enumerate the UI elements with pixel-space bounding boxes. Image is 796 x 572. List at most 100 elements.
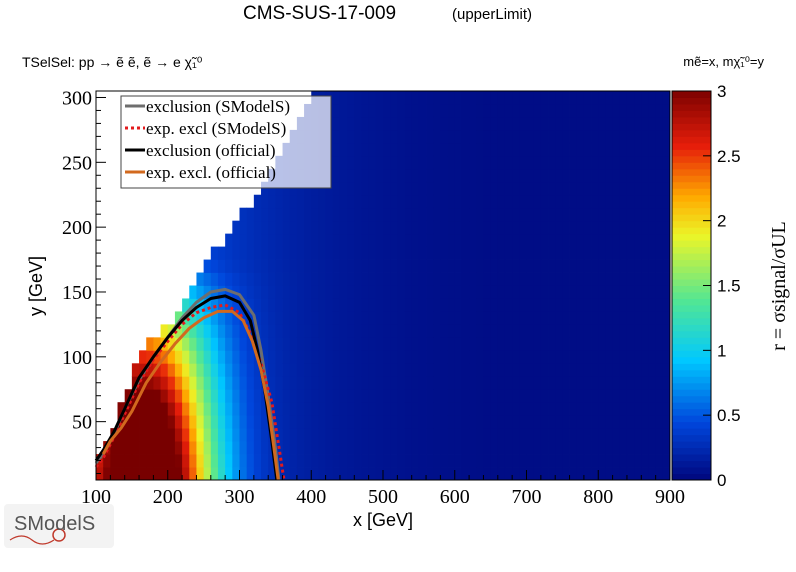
heatmap-cell [189,389,197,403]
heatmap-cell [275,376,283,390]
heatmap-cell [361,311,370,325]
heatmap-cell [203,428,212,442]
heatmap-cell [655,181,664,196]
x-tick-label: 500 [368,486,398,508]
heatmap-cell [576,298,585,312]
heatmap-cell [591,337,599,351]
heatmap-cell [483,272,492,286]
heatmap-cell [354,285,362,299]
heatmap-cell [318,337,326,351]
heatmap-cell [354,168,362,183]
heatmap-cell [497,337,506,351]
heatmap-cell [440,272,448,286]
heatmap-cell [411,220,420,235]
heatmap-cell [210,441,219,455]
heatmap-cell [426,415,434,429]
heatmap-cell [605,467,613,481]
z-tick-label: 1 [717,341,726,360]
heatmap-cell [447,155,456,170]
heatmap-cell [174,415,183,429]
heatmap-cell [540,272,549,286]
heatmap-cell [261,324,269,338]
heatmap-cell [598,103,606,118]
heatmap-cell [390,272,398,286]
heatmap-cell [662,285,671,299]
heatmap-cell [426,324,434,338]
heatmap-cell [232,246,240,260]
heatmap-cell [598,142,606,157]
heatmap-cell [397,181,405,196]
heatmap-cell [311,402,319,416]
color-bar-band [672,454,711,462]
x-tick-label: 600 [440,486,470,508]
heatmap-cell [275,389,283,403]
heatmap-cell [189,311,197,325]
heatmap-cell [131,363,140,377]
heatmap-cell [598,298,606,312]
heatmap-cell [347,272,355,286]
y-axis-title: y [GeV] [26,256,46,316]
heatmap-cell [526,389,535,403]
heatmap-cell [397,194,405,209]
heatmap-cell [375,285,384,299]
heatmap-cell [332,194,341,209]
heatmap-cell [246,298,255,312]
heatmap-cell [461,207,470,222]
heatmap-cell [261,467,269,481]
heatmap-cell [583,207,592,222]
heatmap-cell [519,402,527,416]
heatmap-cell [253,272,262,286]
heatmap-cell [634,91,642,105]
heatmap-cell [375,350,384,364]
heatmap-cell [383,207,391,222]
heatmap-cell [641,298,649,312]
heatmap-cell [174,324,183,338]
heatmap-cell [497,116,506,131]
heatmap-cell [519,428,527,442]
heatmap-cell [296,311,305,325]
heatmap-cell [555,181,563,196]
heatmap-cell [641,129,649,144]
heatmap-cell [390,363,398,377]
heatmap-cell [512,389,520,403]
heatmap-cell [304,428,312,442]
heatmap-cell [612,363,621,377]
heatmap-cell [555,363,563,377]
heatmap-cell [404,441,413,455]
heatmap-cell [461,376,470,390]
heatmap-cell [512,285,520,299]
heatmap-cell [246,441,255,455]
heatmap-cell [282,246,291,260]
heatmap-cell [440,181,448,196]
heatmap-cell [655,337,664,351]
heatmap-cell [605,116,613,131]
heatmap-cell [619,91,628,105]
heatmap-cell [325,441,334,455]
heatmap-cell [354,142,362,157]
heatmap-cell [504,454,513,468]
heatmap-cell [153,454,161,468]
heatmap-cell [196,415,205,429]
heatmap-cell [404,324,413,338]
heatmap-cell [397,350,405,364]
heatmap-cell [390,428,398,442]
heatmap-cell [612,337,621,351]
heatmap-cell [167,376,176,390]
heatmap-cell [562,142,570,157]
heatmap-cell [325,363,334,377]
heatmap-cell [591,129,599,144]
heatmap-cell [619,441,628,455]
color-bar-band [672,194,711,202]
heatmap-cell [576,311,585,325]
heatmap-cell [210,298,219,312]
heatmap-cell [555,298,563,312]
heatmap-cell [296,441,305,455]
heatmap-cell [641,415,649,429]
x-tick-label: 900 [655,486,685,508]
heatmap-cell [153,376,161,390]
heatmap-cell [605,246,613,260]
heatmap-cell [289,441,298,455]
heatmap-cell [383,91,391,105]
heatmap-cell [225,350,233,364]
heatmap-cell [555,142,563,157]
